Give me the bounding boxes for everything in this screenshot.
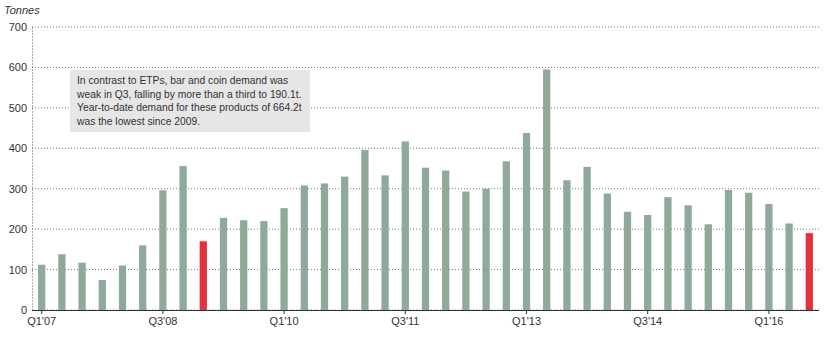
y-axis-line — [32, 28, 33, 311]
bar — [99, 280, 106, 310]
bar — [563, 180, 570, 310]
y-tick: 100 — [9, 264, 32, 276]
y-tick-label: 500 — [9, 102, 27, 114]
bar — [280, 208, 287, 310]
bar — [139, 245, 146, 310]
bar — [240, 220, 247, 310]
x-tick-mark — [526, 310, 527, 314]
bar — [684, 205, 691, 310]
x-tick-mark — [284, 310, 285, 314]
bar — [543, 69, 550, 310]
x-tick: Q3'14 — [633, 310, 662, 327]
x-tick-label: Q3'14 — [633, 315, 662, 327]
x-tick: Q1'16 — [754, 310, 783, 327]
bar — [260, 221, 267, 310]
bar — [361, 150, 368, 310]
y-tick-label: 0 — [21, 304, 27, 316]
bar — [321, 183, 328, 310]
x-tick: Q1'13 — [512, 310, 541, 327]
x-tick-label: Q3'11 — [391, 315, 419, 327]
bar — [806, 233, 813, 310]
bar — [200, 241, 207, 310]
x-tick-label: Q3'08 — [148, 315, 177, 327]
y-tick-label: 300 — [9, 183, 27, 195]
bar — [785, 223, 792, 310]
x-tick-mark — [405, 310, 406, 314]
bar — [765, 204, 772, 310]
bar — [503, 161, 510, 310]
grid-line — [32, 27, 819, 28]
annotation-text: In contrast to ETPs, bar and coin demand… — [76, 75, 302, 127]
y-tick-label: 600 — [9, 61, 27, 73]
y-tick-label: 400 — [9, 142, 27, 154]
y-tick: 600 — [9, 61, 32, 73]
bar — [402, 141, 409, 310]
bar — [179, 166, 186, 310]
bar — [644, 215, 651, 310]
bar — [422, 168, 429, 310]
bar — [624, 212, 631, 310]
annotation: In contrast to ETPs, bar and coin demand… — [70, 70, 310, 132]
bars — [38, 69, 813, 310]
bar — [462, 192, 469, 310]
x-tick: Q3'11 — [391, 310, 419, 327]
bar — [664, 197, 671, 310]
x-tick-label: Q1'13 — [512, 315, 541, 327]
x-tick-mark — [647, 310, 648, 314]
bar — [58, 254, 65, 310]
y-tick-label: 100 — [9, 264, 27, 276]
y-tick: 300 — [9, 183, 32, 195]
bar — [745, 193, 752, 310]
bar — [583, 167, 590, 310]
grid-line — [32, 148, 819, 149]
grid-line — [32, 67, 819, 68]
bar — [341, 177, 348, 310]
y-axis: 0 100 200 300 400 500 600 700 — [9, 21, 33, 316]
bar — [159, 190, 166, 310]
x-tick-mark — [768, 310, 769, 314]
bar — [705, 224, 712, 310]
x-tick-label: Q1'10 — [270, 315, 299, 327]
annotation-line: weak in Q3, falling by more than a third… — [76, 89, 301, 100]
x-tick-label: Q1'16 — [754, 315, 783, 327]
y-tick: 700 — [9, 21, 32, 33]
bar — [523, 133, 530, 310]
x-tick: Q1'10 — [270, 310, 299, 327]
y-tick: 500 — [9, 102, 32, 114]
chart: 0 100 200 300 400 500 600 700 Q1'07 Q3'08 Q1'10 Q3'… — [0, 0, 825, 339]
x-axis: Q1'07 Q3'08 Q1'10 Q3'11 Q1'13 Q3'14 Q1'16 — [27, 310, 819, 327]
bar — [604, 194, 611, 310]
x-tick-label: Q1'07 — [27, 315, 56, 327]
bar — [725, 190, 732, 310]
bar — [301, 185, 308, 310]
x-axis-line — [32, 310, 819, 311]
bar — [78, 263, 85, 310]
annotation-line: In contrast to ETPs, bar and coin demand… — [77, 75, 288, 86]
annotation-box — [70, 70, 310, 132]
y-tick: 400 — [9, 142, 32, 154]
bar — [442, 171, 449, 310]
x-tick: Q1'07 — [27, 310, 56, 327]
y-tick: 200 — [9, 223, 32, 235]
y-tick-label: 700 — [9, 21, 27, 33]
bar — [220, 218, 227, 310]
annotation-line: was the lowest since 2009. — [76, 116, 200, 127]
bar — [38, 265, 45, 310]
bar — [119, 266, 126, 310]
y-tick-label: 200 — [9, 223, 27, 235]
bar — [381, 175, 388, 310]
y-axis-title: Tonnes — [4, 4, 40, 16]
x-tick: Q3'08 — [148, 310, 177, 327]
x-tick-mark — [162, 310, 163, 314]
bar — [482, 189, 489, 310]
annotation-line: Year-to-date demand for these products o… — [77, 102, 302, 113]
grid — [32, 27, 819, 310]
x-tick-mark — [41, 310, 42, 314]
